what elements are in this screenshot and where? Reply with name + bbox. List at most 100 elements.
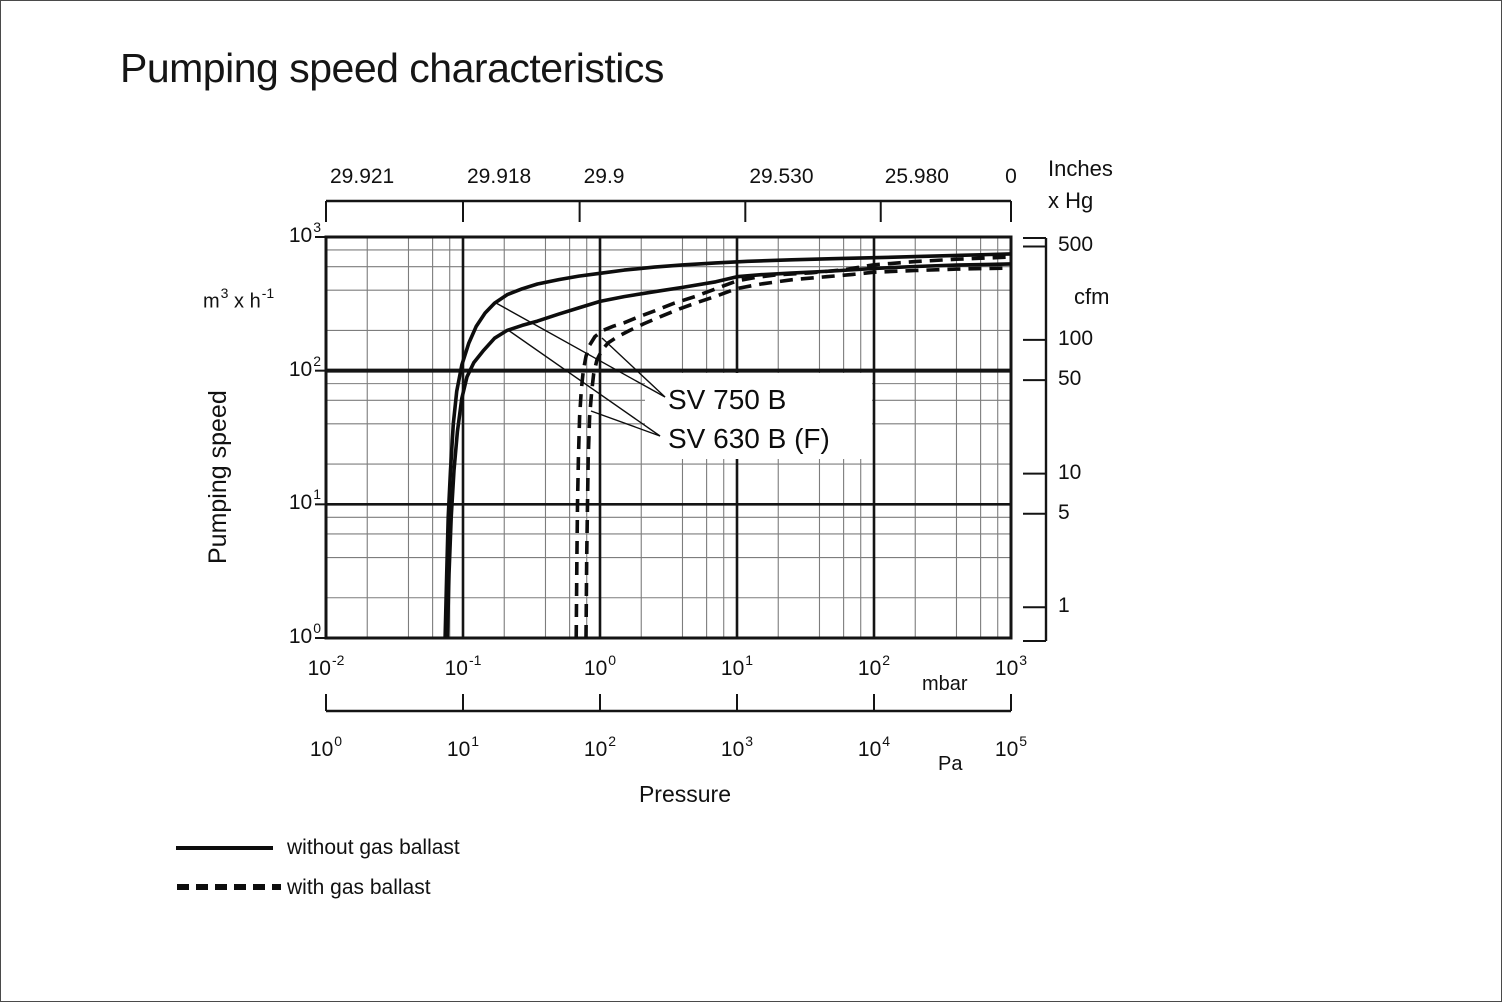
pa-tick-label-base: 10 xyxy=(583,738,608,761)
top-axis-tick-label-base: 25.980 xyxy=(884,165,949,188)
cfm-tick-label: 5 xyxy=(1058,501,1070,525)
mbar-tick-label-exp: -2 xyxy=(331,652,345,668)
y-axis-tick-label-base: 10 xyxy=(288,625,313,648)
cfm-tick-label: 10 xyxy=(1058,461,1081,485)
mbar-tick-label-base: 10 xyxy=(994,657,1019,680)
mbar-tick-label: 103 xyxy=(976,652,1046,681)
pa-tick-label: 102 xyxy=(565,733,635,762)
plot-border xyxy=(324,235,1013,640)
y-axis-unit-mid: x h xyxy=(228,290,261,313)
y-axis-tick-label: 103 xyxy=(259,219,321,248)
y-axis-unit-sup2: -1 xyxy=(261,285,275,301)
pa-tick-label: 105 xyxy=(976,733,1046,762)
top-axis-tick-label: 25.980 xyxy=(885,165,949,189)
top-axis-tick-label-base: 29.918 xyxy=(467,165,532,188)
mbar-tick-label: 101 xyxy=(702,652,772,681)
y-axis-tick-label-base: 10 xyxy=(288,224,313,247)
pa-unit-label: Pa xyxy=(938,753,963,775)
curve-sv-750-b-with-gas-ballast xyxy=(574,255,1012,639)
curve-sv-630-b-f--with-gas-ballast xyxy=(584,266,1012,639)
top-axis-tick-label-base: 29.530 xyxy=(749,165,814,188)
legend-label-without-gas-ballast: without gas ballast xyxy=(287,836,460,859)
top-axis-tick-label: 29.921 xyxy=(330,165,394,189)
y-axis-title: Pumping speed xyxy=(204,390,232,564)
top-axis-tick-label: 29.9 xyxy=(584,165,625,189)
pa-tick-label-exp: 5 xyxy=(1019,733,1028,749)
curve-sv-750-b-without-gas-ballast xyxy=(443,252,1012,639)
pa-tick-label: 104 xyxy=(839,733,909,762)
mbar-tick-label-exp: 2 xyxy=(882,652,891,668)
top-axis-tick-label: 29.530 xyxy=(749,165,813,189)
curve-label-leader-line xyxy=(495,302,666,398)
y-axis-unit-sup1: 3 xyxy=(220,285,229,301)
cfm-tick-label-base: 1 xyxy=(1058,594,1070,618)
cfm-tick-label: 100 xyxy=(1058,327,1093,351)
pa-tick-label: 101 xyxy=(428,733,498,762)
pa-tick-label-base: 10 xyxy=(446,738,471,761)
cfm-tick-label-base: 10 xyxy=(1058,460,1082,484)
top-axis-unit-line1: Inches xyxy=(1048,156,1113,181)
pa-tick-label-exp: 3 xyxy=(745,733,754,749)
y-axis-tick-label-exp: 0 xyxy=(313,620,321,636)
curve-label-sv630: SV 630 B (F) xyxy=(668,423,830,454)
y-axis-tick-label: 102 xyxy=(259,352,321,382)
top-axis-tick-label: 0 xyxy=(981,165,1041,189)
y-axis-tick-label-exp: 2 xyxy=(313,352,321,369)
mbar-tick-label: 10-1 xyxy=(428,652,498,681)
pa-tick-label-exp: 1 xyxy=(471,733,480,749)
mbar-tick-label: 10-2 xyxy=(291,652,361,681)
cfm-tick-label-base: 100 xyxy=(1058,326,1094,350)
y-axis-tick-label-base: 10 xyxy=(288,357,313,381)
mbar-tick-label-exp: 3 xyxy=(1019,652,1028,668)
mbar-unit-label: mbar xyxy=(922,673,968,695)
legend-dashed-line-sample xyxy=(177,884,281,890)
curve-label-leader-line xyxy=(590,410,661,437)
y-axis-unit-base: m xyxy=(203,290,220,313)
y-axis-tick-label-exp: 3 xyxy=(313,219,321,235)
mbar-tick-label-exp: 1 xyxy=(745,652,754,668)
mbar-tick-label: 102 xyxy=(839,652,909,681)
pa-tick-label-base: 10 xyxy=(857,738,882,761)
legend-solid-line-sample xyxy=(176,846,273,850)
pa-tick-label-base: 10 xyxy=(720,738,745,761)
mbar-tick-label-exp: -1 xyxy=(468,652,482,668)
top-axis-tick-label-base: 29.921 xyxy=(330,165,395,188)
right-axis-unit: cfm xyxy=(1074,284,1110,309)
mbar-tick-label-base: 10 xyxy=(583,657,608,680)
pa-tick-label: 100 xyxy=(291,733,361,762)
y-axis-tick-label: 100 xyxy=(259,620,321,649)
y-axis-unit: m3 x h-1 xyxy=(203,285,275,314)
mbar-tick-label-base: 10 xyxy=(444,657,468,680)
pa-tick-label-base: 10 xyxy=(309,738,334,761)
pa-tick-label-exp: 4 xyxy=(882,733,891,749)
cfm-tick-label-base: 500 xyxy=(1058,233,1094,257)
curve-label-leader-line xyxy=(601,337,666,398)
mbar-tick-label-base: 10 xyxy=(307,657,331,680)
top-axis-tick-label: 29.918 xyxy=(467,165,531,189)
curve-label-sv750: SV 750 B xyxy=(668,384,787,415)
top-axis-unit-line2: x Hg xyxy=(1048,188,1094,213)
legend-label-with-gas-ballast: with gas ballast xyxy=(287,876,431,899)
mbar-tick-label: 100 xyxy=(565,652,635,681)
top-axis-tick-label-base: 29.9 xyxy=(583,165,625,188)
curve-label-leader-line xyxy=(507,329,661,437)
pa-tick-label-exp: 2 xyxy=(608,733,617,749)
cfm-tick-label-base: 50 xyxy=(1058,367,1082,391)
y-axis-tick-label-base: 10 xyxy=(288,491,313,515)
pa-tick-label-base: 10 xyxy=(994,738,1019,761)
y-axis-tick-label-exp: 1 xyxy=(313,486,321,503)
cfm-tick-label: 500 xyxy=(1058,233,1093,257)
top-axis-tick-label-base: 0 xyxy=(1005,165,1017,188)
mbar-tick-label-base: 10 xyxy=(857,657,882,680)
mbar-tick-label-exp: 0 xyxy=(608,652,617,668)
chart-title: Pumping speed characteristics xyxy=(120,45,664,91)
pa-tick-label-exp: 0 xyxy=(334,733,343,749)
y-axis-tick-label: 101 xyxy=(259,486,321,515)
mbar-tick-label-base: 10 xyxy=(720,657,745,680)
cfm-tick-label: 50 xyxy=(1058,367,1081,391)
cfm-tick-label-base: 5 xyxy=(1058,500,1070,524)
cfm-tick-label: 1 xyxy=(1058,594,1070,618)
x-axis-title: Pressure xyxy=(638,781,732,807)
